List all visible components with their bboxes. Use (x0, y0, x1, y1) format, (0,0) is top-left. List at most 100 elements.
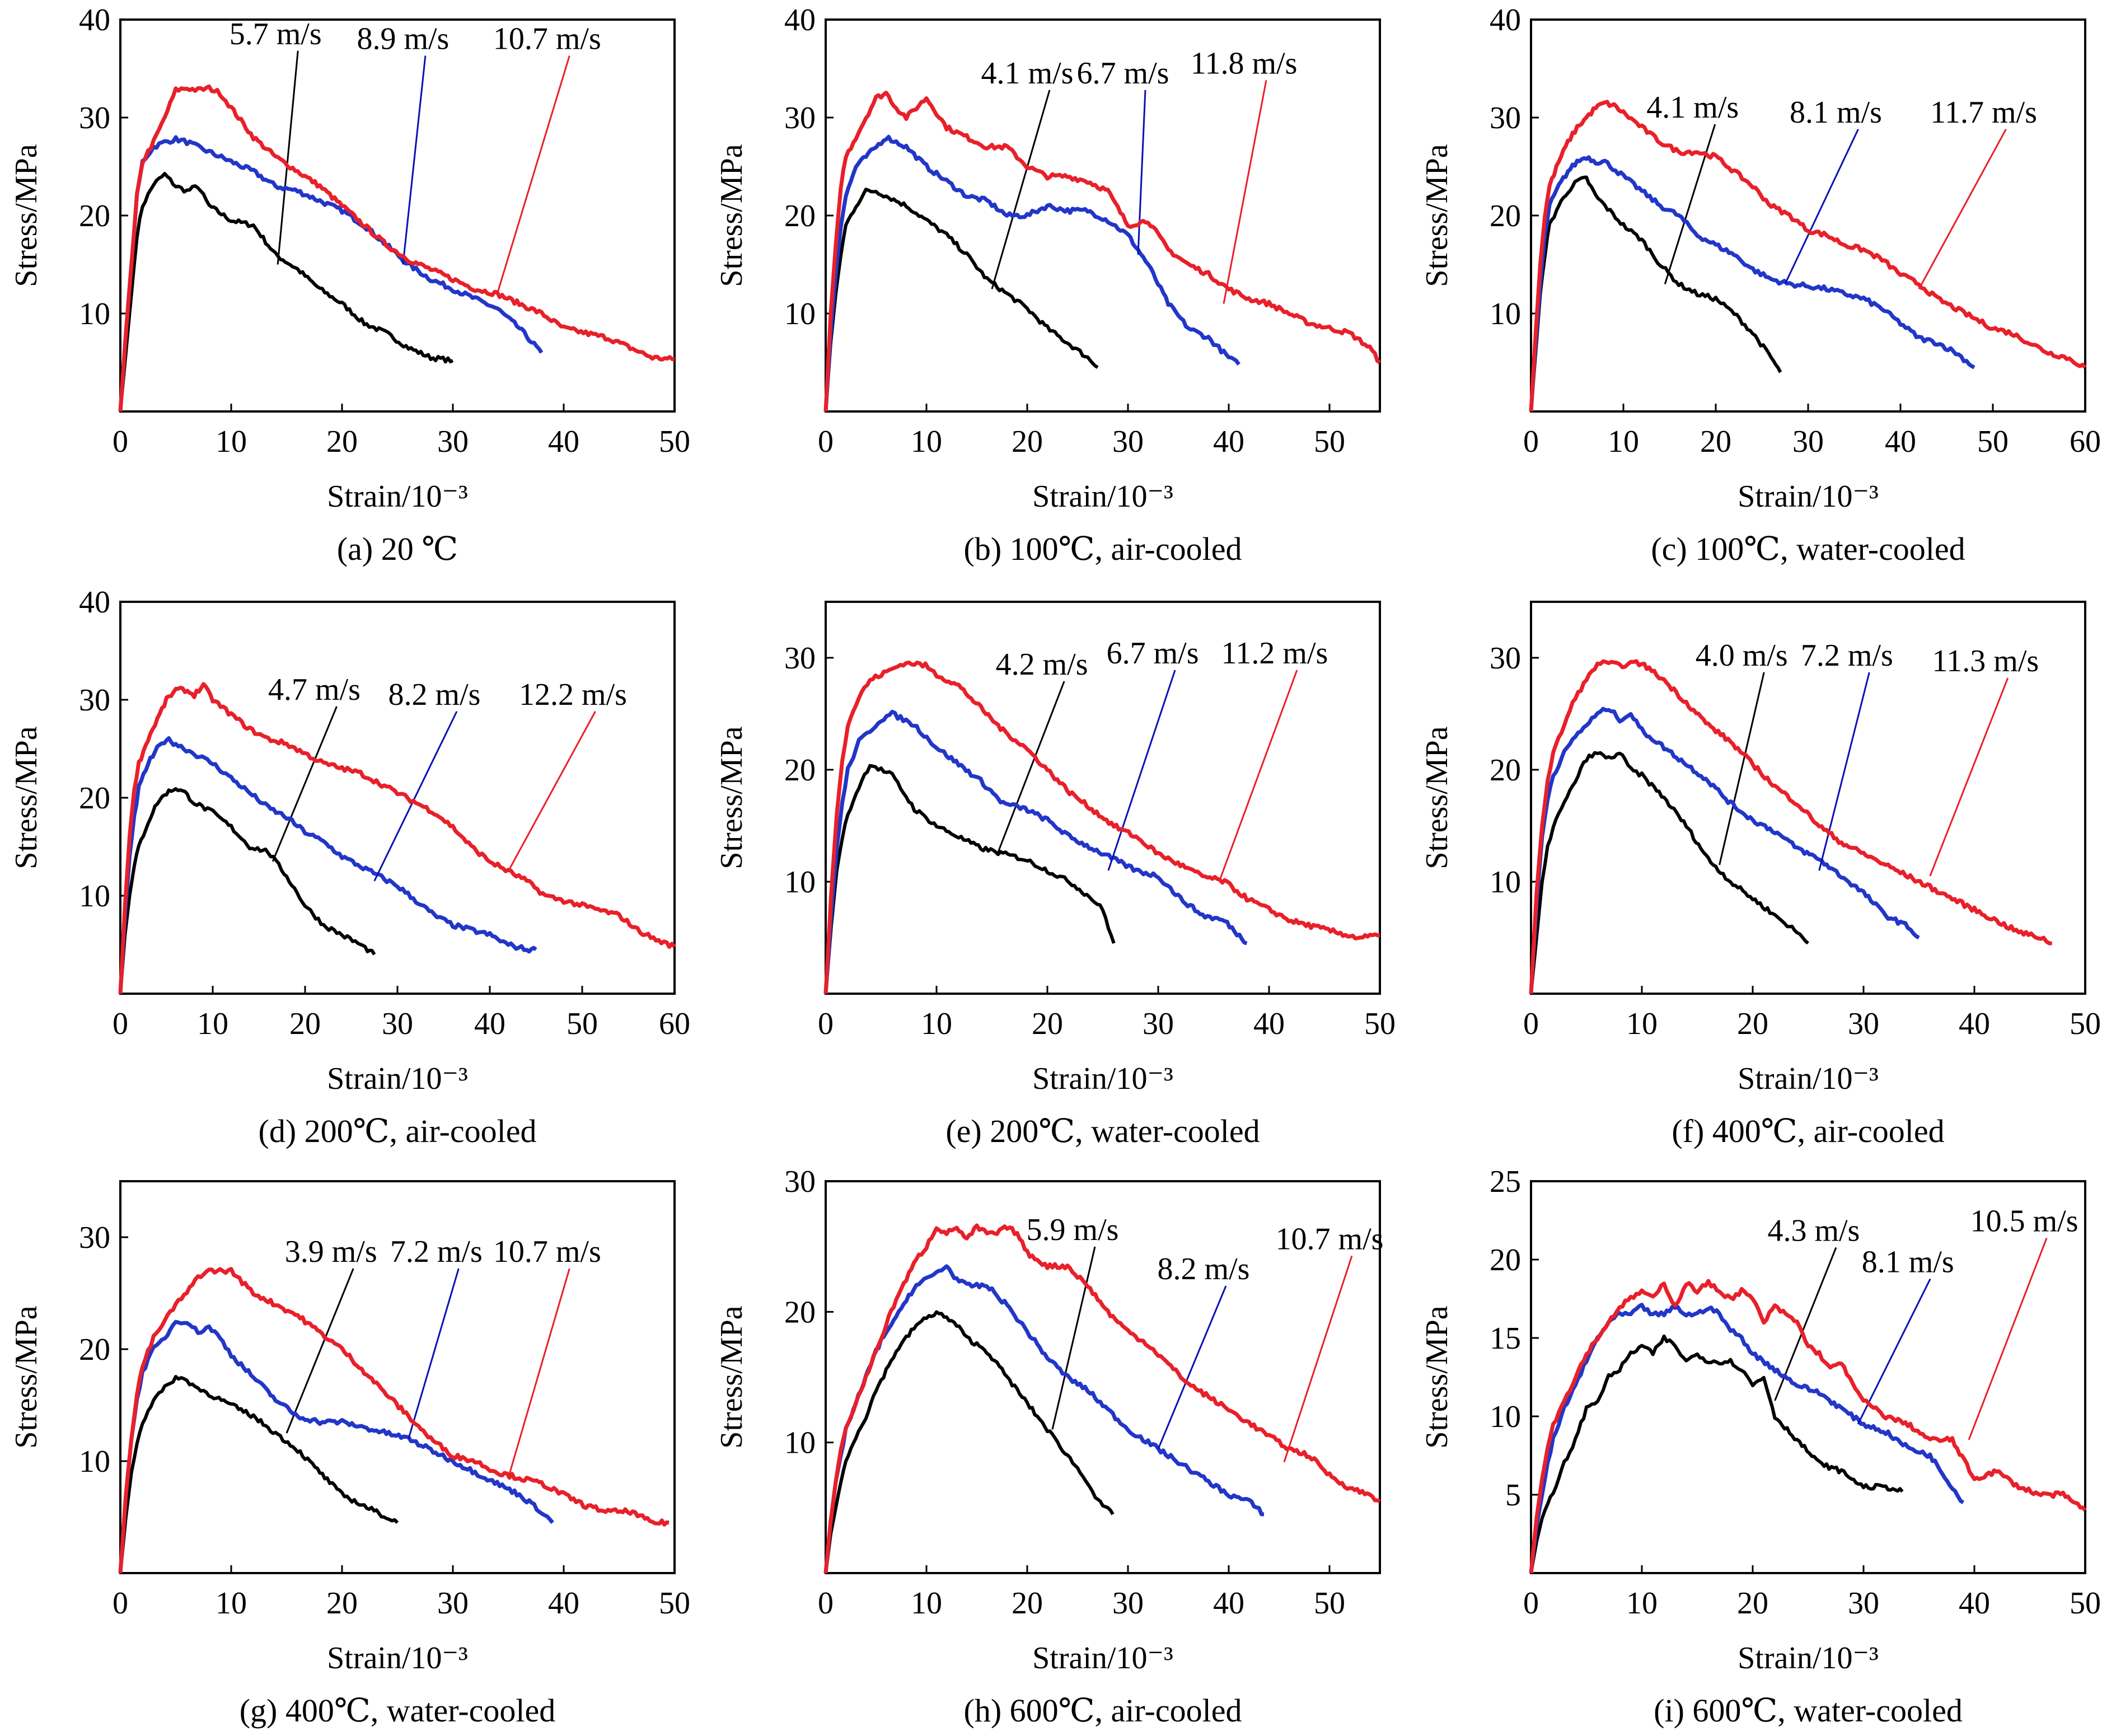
y-tick-label: 10 (784, 865, 816, 900)
x-tick-label: 50 (659, 424, 690, 459)
y-tick-label: 30 (784, 101, 816, 135)
x-tick-label: 50 (1977, 424, 2009, 459)
series-line-mid (118, 1319, 554, 1574)
series-line-high (1529, 659, 2052, 994)
label-leader-line (373, 711, 458, 882)
x-tick-label: 10 (921, 1007, 952, 1041)
y-tick-label: 10 (1490, 865, 1521, 900)
series-line-mid (1529, 155, 1975, 412)
x-tick-label: 0 (1523, 424, 1539, 459)
label-leader-line (1929, 677, 2009, 877)
label-leader-line (277, 50, 299, 265)
impact-speed-label: 7.2 m/s (390, 1234, 483, 1269)
series-line-mid (823, 134, 1240, 412)
x-tick-label: 0 (1523, 1586, 1539, 1621)
impact-speed-label: 4.1 m/s (981, 56, 1074, 91)
x-tick-label: 0 (1523, 1007, 1539, 1041)
x-axis-title: Strain/10⁻³ (1738, 1061, 1879, 1096)
y-tick-label: 30 (1490, 641, 1521, 676)
y-tick-label: 20 (79, 781, 110, 816)
x-tick-label: 0 (818, 1007, 834, 1041)
chart-panel-e: 0 10 20 30 40 50 10 20 30 Strain/10⁻³ Stress/MPa (e… (714, 601, 1396, 1149)
series-line-mid (823, 709, 1248, 994)
series-line-low (824, 1310, 1115, 1574)
y-tick-label: 20 (784, 199, 816, 233)
x-tick-label: 0 (113, 424, 128, 459)
x-tick-label: 40 (1213, 424, 1244, 459)
chart-panel-a: 0 10 20 30 40 50 10 20 30 40 Strain/10⁻³ Stress/MPa… (9, 3, 690, 567)
x-tick-label: 10 (911, 1586, 942, 1621)
impact-speed-label: 12.2 m/s (519, 677, 627, 712)
series-line-mid (118, 736, 537, 994)
x-tick-label: 60 (2070, 424, 2101, 459)
y-tick-label: 10 (784, 297, 816, 331)
panel-caption: (g) 400℃, water-cooled (240, 1692, 556, 1729)
x-axis-title: Strain/10⁻³ (1032, 1641, 1173, 1676)
label-leader-line (402, 55, 427, 265)
y-tick-label: 20 (1490, 753, 1521, 788)
y-tick-label: 10 (1490, 1400, 1521, 1434)
label-leader-line (1107, 670, 1176, 871)
impact-speed-label: 4.1 m/s (1646, 90, 1739, 125)
series-line-low (1529, 751, 1809, 994)
x-tick-label: 40 (1213, 1586, 1244, 1621)
y-axis-title: Stress/MPa (714, 144, 749, 287)
label-leader-line (1051, 1246, 1096, 1430)
x-tick-label: 40 (548, 1586, 579, 1621)
plot-frame (119, 601, 676, 995)
panel-caption: (c) 100℃, water-cooled (1651, 531, 1965, 567)
label-leader-line (1223, 79, 1267, 304)
y-tick-label: 40 (1490, 3, 1521, 38)
series-line-low (824, 188, 1099, 412)
y-tick-label: 15 (1490, 1321, 1521, 1356)
chart-panel-f: 0 10 20 30 40 50 10 20 30 Strain/10⁻³ Stress/MPa (f… (1420, 601, 2101, 1149)
x-tick-label: 0 (113, 1007, 128, 1041)
series-line-high (118, 682, 676, 994)
chart-panel-h: 0 10 20 30 40 50 10 20 30 Strain/10⁻³ Stress/MPa (h… (714, 1164, 1383, 1729)
impact-speed-label: 11.8 m/s (1191, 46, 1298, 81)
impact-speed-label: 11.7 m/s (1930, 95, 2037, 130)
y-tick-label: 20 (79, 1332, 110, 1367)
y-tick-label: 10 (1490, 297, 1521, 331)
y-tick-label: 20 (784, 1295, 816, 1330)
plot-frame (1530, 601, 2086, 995)
x-axis-title: Strain/10⁻³ (327, 479, 468, 514)
x-tick-label: 50 (2070, 1007, 2101, 1041)
impact-speed-label: 10.7 m/s (1276, 1222, 1384, 1256)
y-tick-label: 20 (1490, 199, 1521, 233)
impact-speed-label: 4.0 m/s (1696, 638, 1788, 673)
y-tick-label: 40 (79, 3, 110, 38)
x-axis-title: Strain/10⁻³ (1032, 1061, 1173, 1096)
plot-frame (119, 18, 676, 413)
x-tick-label: 30 (1792, 424, 1824, 459)
y-tick-label: 20 (79, 199, 110, 233)
series-line-high (823, 660, 1380, 994)
y-axis-title: Stress/MPa (9, 726, 44, 869)
y-axis-title: Stress/MPa (1420, 1305, 1454, 1448)
series-line-high (823, 1223, 1381, 1574)
x-tick-label: 50 (567, 1007, 598, 1041)
x-tick-label: 30 (437, 1586, 469, 1621)
y-tick-label: 20 (1490, 1243, 1521, 1278)
label-leader-line (996, 681, 1065, 854)
x-tick-label: 50 (1364, 1007, 1396, 1041)
x-tick-label: 40 (1959, 1007, 1990, 1041)
impact-speed-label: 3.9 m/s (285, 1234, 377, 1269)
x-tick-label: 30 (1143, 1007, 1174, 1041)
series-line-mid (823, 1264, 1265, 1574)
impact-speed-label: 8.1 m/s (1790, 95, 1882, 130)
y-axis-title: Stress/MPa (1420, 726, 1454, 869)
label-leader-line (1283, 1255, 1353, 1463)
y-tick-label: 30 (79, 1220, 110, 1255)
y-tick-label: 10 (79, 297, 110, 331)
y-tick-label: 5 (1505, 1478, 1521, 1513)
x-tick-label: 50 (659, 1586, 690, 1621)
label-leader-line (1968, 1238, 2048, 1440)
y-tick-label: 40 (784, 3, 816, 38)
y-axis-title: Stress/MPa (714, 1305, 749, 1448)
label-leader-line (271, 706, 338, 862)
impact-speed-label: 8.2 m/s (388, 677, 481, 712)
y-tick-label: 25 (1490, 1164, 1521, 1199)
x-tick-label: 50 (2070, 1586, 2101, 1621)
